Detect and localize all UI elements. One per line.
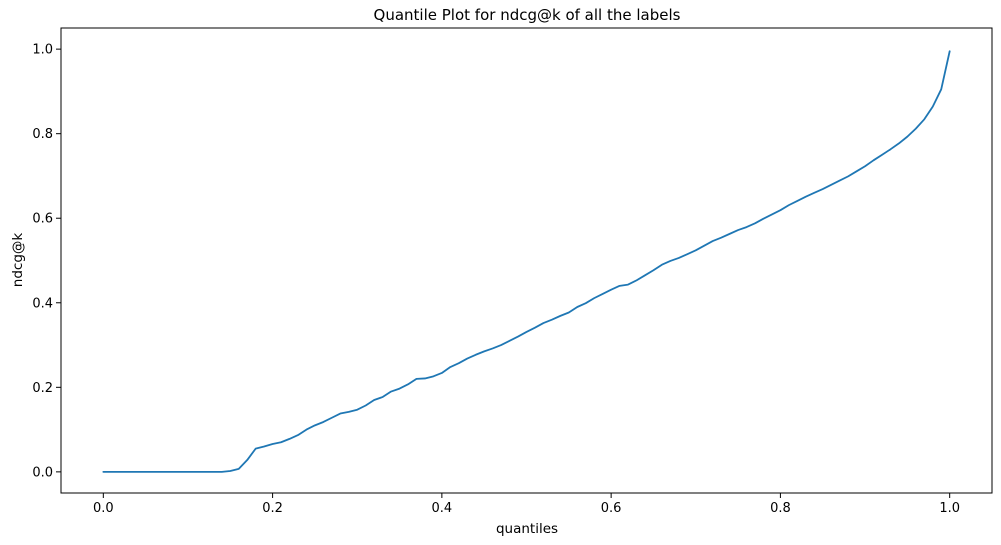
x-tick-label: 0.0 xyxy=(93,501,114,516)
x-axis-ticks: 0.0 0.2 0.4 0.6 0.8 1.0 xyxy=(93,493,960,516)
series-line xyxy=(102,50,951,473)
x-tick-label: 0.8 xyxy=(770,501,791,516)
x-tick-label: 0.6 xyxy=(601,501,622,516)
x-tick-label: 1.0 xyxy=(939,501,960,516)
y-tick-label: 0.2 xyxy=(32,381,53,396)
chart-title: Quantile Plot for ndcg@k of all the labe… xyxy=(374,6,681,24)
y-tick-label: 0.6 xyxy=(32,212,53,227)
x-axis-label: quantiles xyxy=(496,521,558,537)
plot-area xyxy=(60,27,993,494)
y-axis-ticks: 0.0 0.2 0.4 0.6 0.8 1.0 xyxy=(32,43,61,480)
y-tick-label: 0.8 xyxy=(32,127,53,142)
y-tick-label: 1.0 xyxy=(32,43,53,58)
y-axis-label: ndcg@k xyxy=(10,233,26,288)
y-tick-label: 0.4 xyxy=(32,296,53,311)
y-tick-label: 0.0 xyxy=(32,465,53,480)
x-tick-label: 0.4 xyxy=(432,501,453,516)
x-tick-label: 0.2 xyxy=(262,501,283,516)
